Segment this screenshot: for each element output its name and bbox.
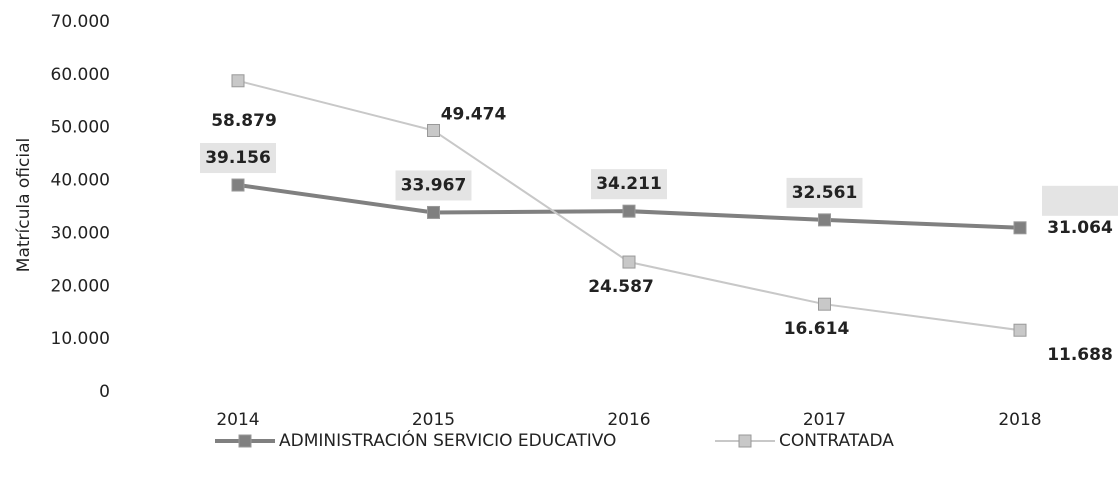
legend-marker xyxy=(738,434,752,448)
marker xyxy=(818,213,831,227)
marker xyxy=(818,297,831,311)
marker xyxy=(427,123,440,137)
data-label: 49.474 xyxy=(441,104,507,124)
x-tick-label: 2018 xyxy=(998,410,1041,430)
y-tick-label: 10.000 xyxy=(51,329,110,349)
label-bg xyxy=(591,169,667,200)
marker xyxy=(622,255,636,269)
legend-label: CONTRATADA xyxy=(779,431,894,451)
y-tick-label: 40.000 xyxy=(51,171,110,191)
y-tick-label: 20.000 xyxy=(51,276,110,296)
label-bg xyxy=(786,177,863,208)
y-tick-label: 30.000 xyxy=(51,223,110,243)
x-tick-label: 2017 xyxy=(803,410,846,430)
y-axis-label: Matrícula oficial xyxy=(14,138,34,272)
marker xyxy=(1013,221,1027,235)
x-tick-label: 2014 xyxy=(216,410,259,430)
data-label: 31.064 xyxy=(1047,218,1113,238)
label-bg xyxy=(395,170,472,201)
data-label: 58.879 xyxy=(211,111,277,131)
y-tick-label: 60.000 xyxy=(51,65,110,85)
data-label: 33.967 xyxy=(401,175,467,195)
marker xyxy=(622,204,636,218)
marker xyxy=(1013,323,1027,337)
legend-label: ADMINISTRACIÓN SERVICIO EDUCATIVO xyxy=(279,429,616,451)
label-bg xyxy=(1042,185,1118,216)
y-tick-label: 0 xyxy=(99,382,110,402)
x-tick-label: 2016 xyxy=(607,410,650,430)
legend-marker xyxy=(238,434,252,448)
data-label: 11.688 xyxy=(1047,345,1113,365)
data-label: 34.211 xyxy=(596,174,662,194)
marker xyxy=(427,205,440,219)
data-label: 39.156 xyxy=(205,148,271,168)
marker xyxy=(231,178,245,192)
x-tick-label: 2015 xyxy=(412,410,455,430)
label-bg xyxy=(200,143,276,174)
data-label: 32.561 xyxy=(792,183,858,203)
y-tick-label: 50.000 xyxy=(51,118,110,138)
data-label: 16.614 xyxy=(784,319,850,339)
marker xyxy=(231,74,245,88)
data-label: 24.587 xyxy=(588,277,654,297)
y-tick-label: 70.000 xyxy=(51,12,110,32)
